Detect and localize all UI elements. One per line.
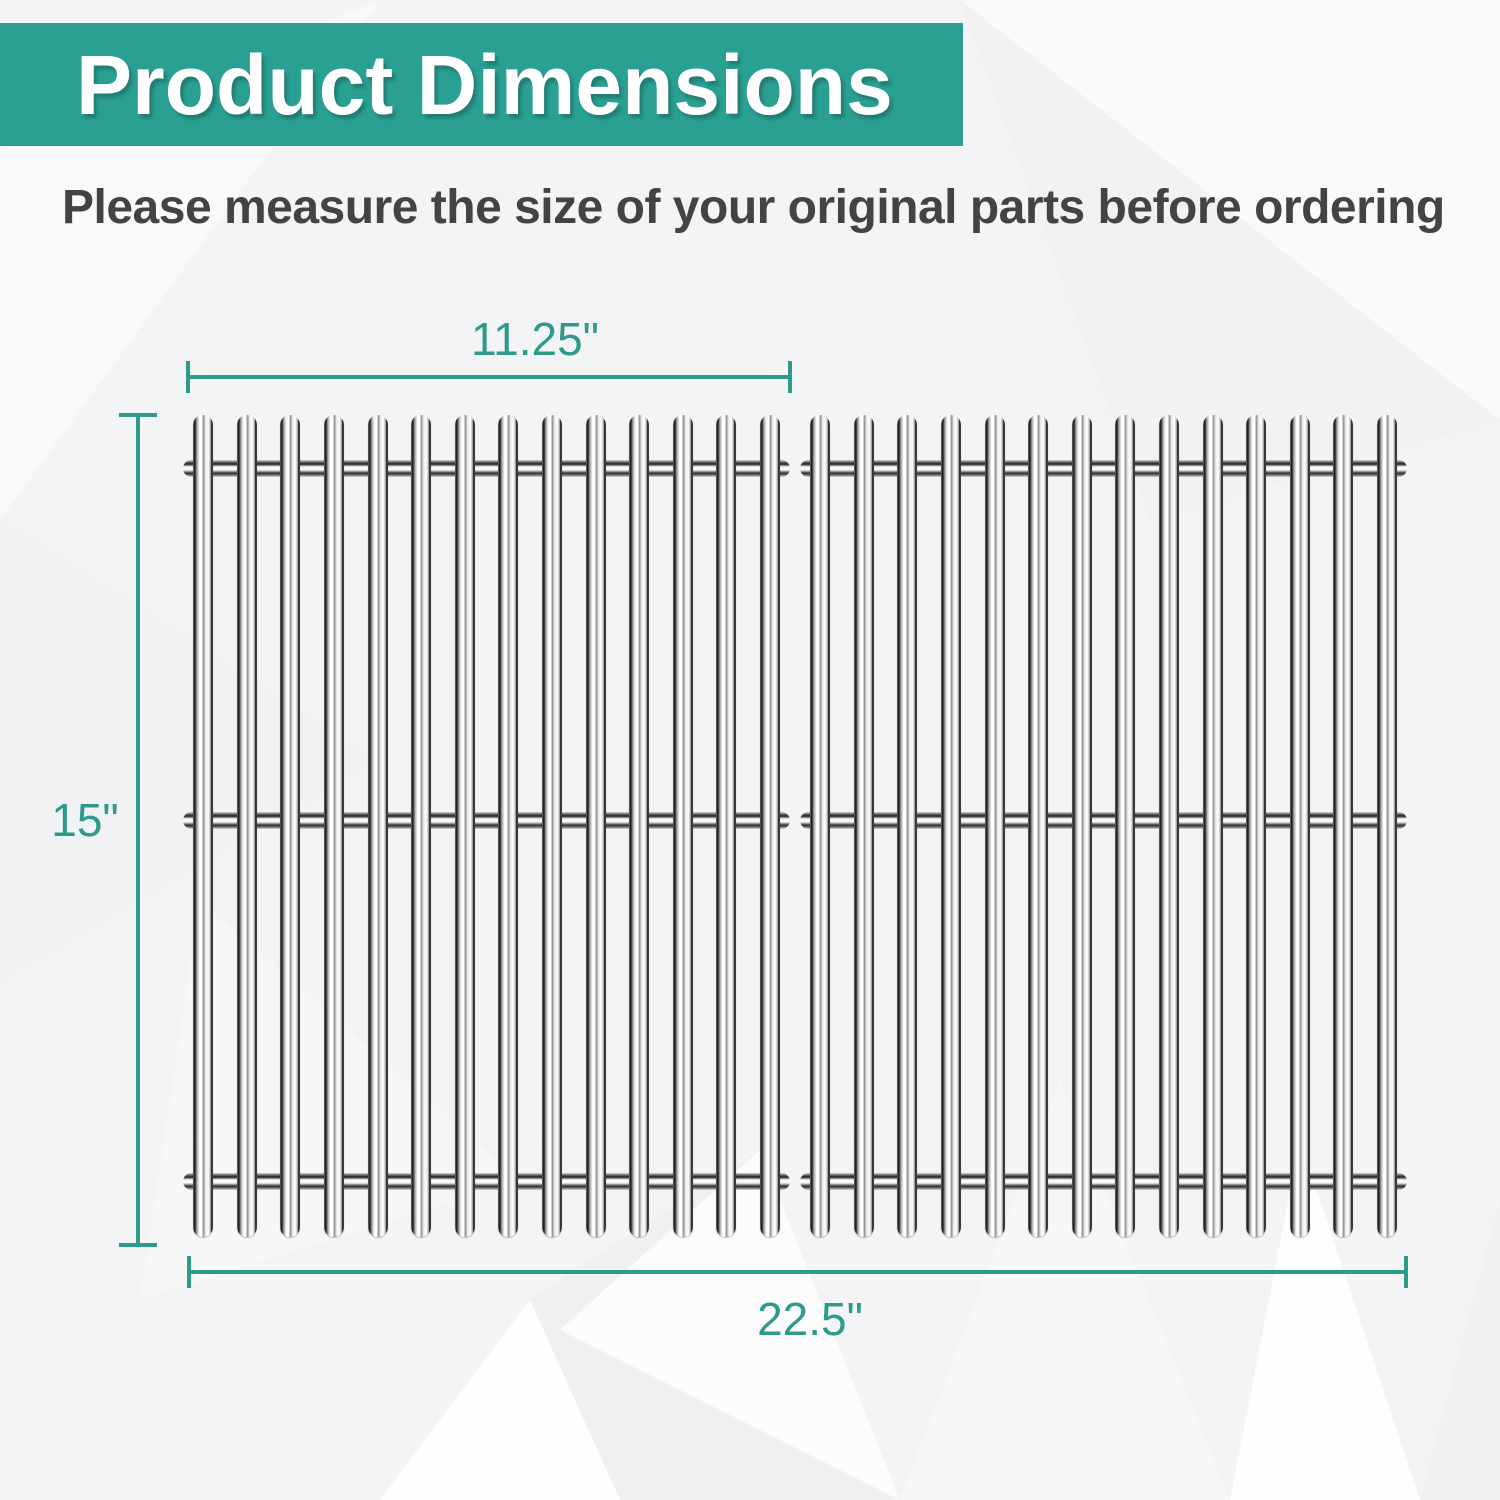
grate-bar bbox=[1377, 415, 1397, 1237]
dimension-tick bbox=[119, 1243, 157, 1247]
grate-bar bbox=[672, 415, 693, 1237]
grate-cross-rod bbox=[183, 812, 790, 829]
grate-cross-rod bbox=[800, 812, 1407, 829]
banner: Product Dimensions bbox=[0, 23, 963, 146]
grate-bar bbox=[541, 415, 562, 1237]
grate-bar bbox=[897, 415, 918, 1237]
grate-width-dimension-label: 11.25" bbox=[470, 313, 600, 365]
grill-grate-left bbox=[183, 415, 790, 1237]
grill-grate-right bbox=[800, 415, 1407, 1237]
height-dimension-label: 15" bbox=[51, 794, 119, 846]
grate-cross-rod bbox=[800, 1173, 1407, 1190]
grate-bar bbox=[236, 415, 257, 1237]
grate-bar bbox=[1115, 415, 1136, 1237]
grate-bar bbox=[810, 415, 830, 1237]
grate-bar bbox=[629, 415, 650, 1237]
grate-bar bbox=[1289, 415, 1310, 1237]
grate-bar bbox=[853, 415, 874, 1237]
grate-width-dimension-line bbox=[186, 361, 792, 393]
total-width-dimension-line bbox=[187, 1256, 1408, 1288]
grate-cross-rod bbox=[800, 460, 1407, 477]
dimension-tick bbox=[1404, 1256, 1408, 1288]
dimension-tick bbox=[187, 1256, 191, 1288]
grate-bar bbox=[498, 415, 519, 1237]
grate-bar bbox=[280, 415, 301, 1237]
page-title: Product Dimensions bbox=[76, 38, 893, 132]
grate-bar bbox=[760, 415, 780, 1237]
grate-bar bbox=[1202, 415, 1223, 1237]
total-width-dimension-label: 22.5" bbox=[757, 1293, 863, 1345]
grate-bar bbox=[1158, 415, 1179, 1237]
grate-bar bbox=[193, 415, 213, 1237]
grate-bar bbox=[1333, 415, 1354, 1237]
dimension-tick bbox=[788, 361, 792, 393]
grate-bar bbox=[585, 415, 606, 1237]
grate-bar bbox=[1028, 415, 1049, 1237]
subtitle-text: Please measure the size of your original… bbox=[62, 181, 1445, 234]
height-dimension-line bbox=[119, 413, 157, 1247]
grate-cross-rod bbox=[183, 1173, 790, 1190]
grate-bar bbox=[984, 415, 1005, 1237]
grate-bar bbox=[367, 415, 388, 1237]
grate-bar bbox=[940, 415, 961, 1237]
grate-bar bbox=[716, 415, 737, 1237]
grate-bar bbox=[1246, 415, 1267, 1237]
grate-bar bbox=[1071, 415, 1092, 1237]
dimension-tick bbox=[119, 413, 157, 417]
dimension-tick bbox=[186, 361, 190, 393]
grate-bar bbox=[411, 415, 432, 1237]
grate-bar bbox=[323, 415, 344, 1237]
grate-cross-rod bbox=[183, 460, 790, 477]
grate-bar bbox=[454, 415, 475, 1237]
